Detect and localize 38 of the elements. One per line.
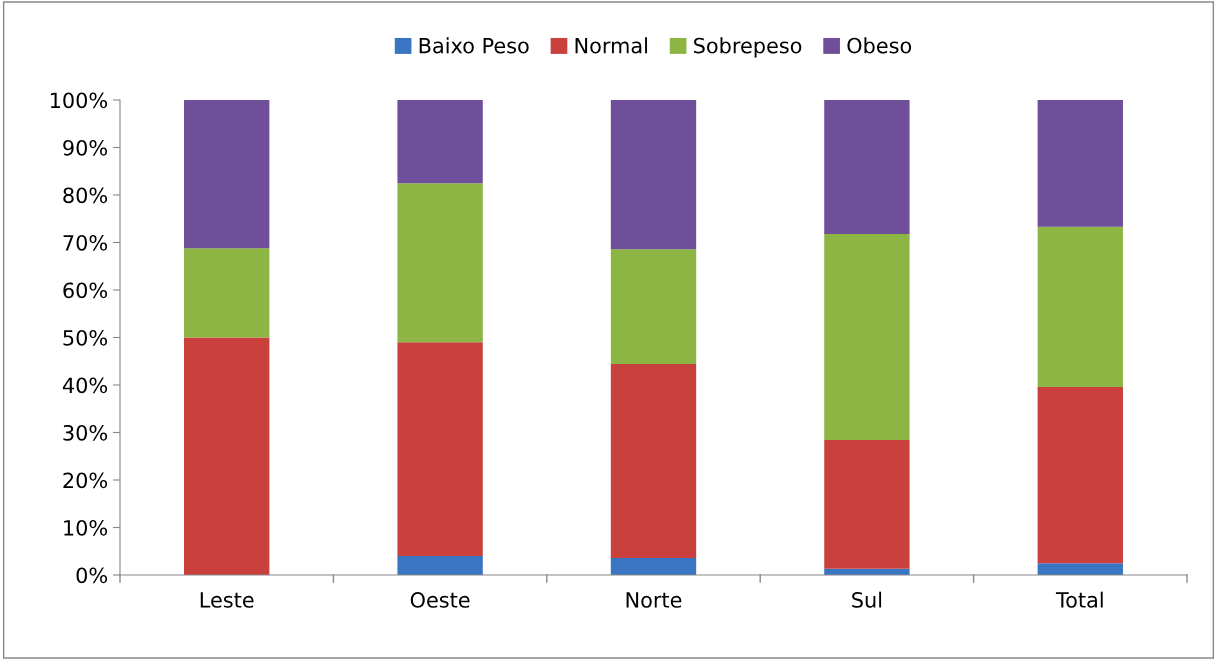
bar (397, 342, 483, 556)
legend-label: Normal (575, 37, 647, 54)
bar (397, 100, 483, 184)
y-tick-label: 30% (63, 424, 108, 441)
bar (1037, 563, 1123, 575)
bar (1037, 100, 1123, 227)
x-tick-label: Oeste (410, 592, 470, 608)
bar (184, 248, 270, 338)
bar (824, 100, 910, 234)
x-tick-label: Sul (852, 591, 882, 608)
bar (610, 364, 697, 558)
x-tick-label: Total (1055, 591, 1103, 608)
bar (1037, 386, 1123, 564)
bar (824, 233, 910, 441)
x-tick-label: Leste (200, 592, 254, 608)
y-tick-label: 90% (63, 139, 108, 156)
bar (1037, 226, 1123, 387)
bar (184, 337, 270, 575)
legend-label: Baixo Peso (419, 37, 529, 54)
y-tick-label: 70% (63, 234, 108, 251)
y-tick-label: 20% (63, 472, 108, 489)
bar (610, 557, 697, 575)
y-tick-label: 40% (62, 377, 108, 394)
x-tick-label: Norte (626, 592, 682, 608)
legend-label: Sobrepeso (694, 37, 802, 58)
y-tick-label: 80% (63, 187, 108, 204)
bar (824, 440, 910, 569)
y-tick-label: 0% (76, 567, 108, 584)
bar (610, 100, 697, 250)
y-tick-label: 10% (64, 519, 108, 536)
bar (397, 183, 483, 343)
legend-label: Obeso (847, 37, 912, 54)
y-tick-label: 50% (63, 329, 108, 346)
bar (610, 249, 697, 365)
bar (397, 556, 483, 575)
y-tick-label: 60% (63, 282, 108, 299)
y-tick-label: 100% (50, 92, 108, 109)
bar (184, 100, 270, 249)
